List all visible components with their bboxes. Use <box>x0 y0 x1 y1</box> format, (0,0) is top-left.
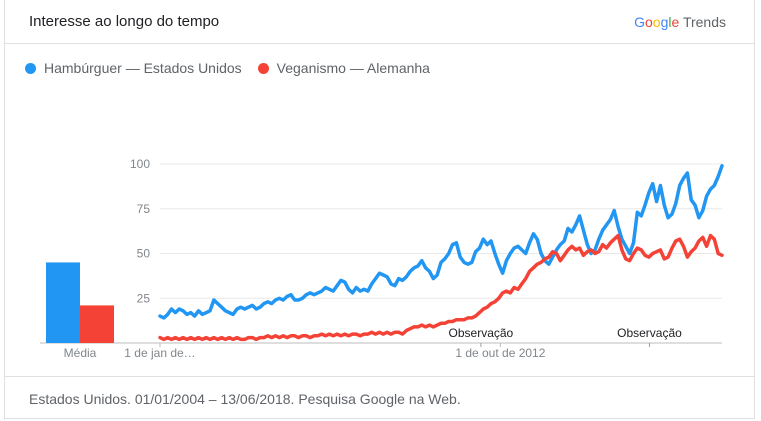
legend-label: Hambúrguer — Estados Unidos <box>44 60 242 76</box>
y-tick-label: 50 <box>137 247 151 261</box>
annotation-label: Observação <box>449 326 514 340</box>
series-line-0 <box>158 164 724 320</box>
average-bar <box>46 262 80 343</box>
y-tick-label: 100 <box>130 157 150 171</box>
x-tick-label: 1 de jan de… <box>124 346 195 360</box>
card-footer: Estados Unidos. 01/01/2004 – 13/06/2018.… <box>5 376 754 419</box>
legend-item-hamburguer[interactable]: Hambúrguer — Estados Unidos <box>25 60 242 76</box>
x-tick-label: 1 de out de 2012 <box>455 346 545 360</box>
card-title: Interesse ao longo do tempo <box>29 13 220 30</box>
annotation-label: Observação <box>617 326 682 340</box>
y-tick-label: 25 <box>137 291 151 305</box>
google-trends-logo: Google Trends <box>634 14 726 30</box>
chart-legend: Hambúrguer — Estados Unidos Veganismo — … <box>25 60 446 76</box>
legend-dot-icon <box>257 62 269 74</box>
average-bar <box>80 305 114 343</box>
trends-word: Trends <box>682 14 726 30</box>
google-wordmark: Google <box>634 14 679 30</box>
legend-item-veganismo[interactable]: Veganismo — Alemanha <box>257 60 430 76</box>
brand-letter: o <box>644 14 653 30</box>
card-header: Interesse ao longo do tempo Google Trend… <box>5 0 754 44</box>
legend-label: Veganismo — Alemanha <box>276 60 430 76</box>
footer-note: Estados Unidos. 01/01/2004 – 13/06/2018.… <box>29 391 461 407</box>
series-line-1 <box>158 233 724 342</box>
brand-letter: l <box>668 14 672 30</box>
brand-letter: o <box>652 14 661 30</box>
brand-letter: e <box>671 14 680 30</box>
legend-dot-icon <box>25 62 36 74</box>
y-tick-label: 75 <box>137 202 151 216</box>
chart-card: Interesse ao longo do tempo Google Trend… <box>4 0 755 419</box>
brand-letter: g <box>660 14 669 30</box>
brand-letter: G <box>634 14 645 30</box>
average-label: Média <box>64 346 97 360</box>
